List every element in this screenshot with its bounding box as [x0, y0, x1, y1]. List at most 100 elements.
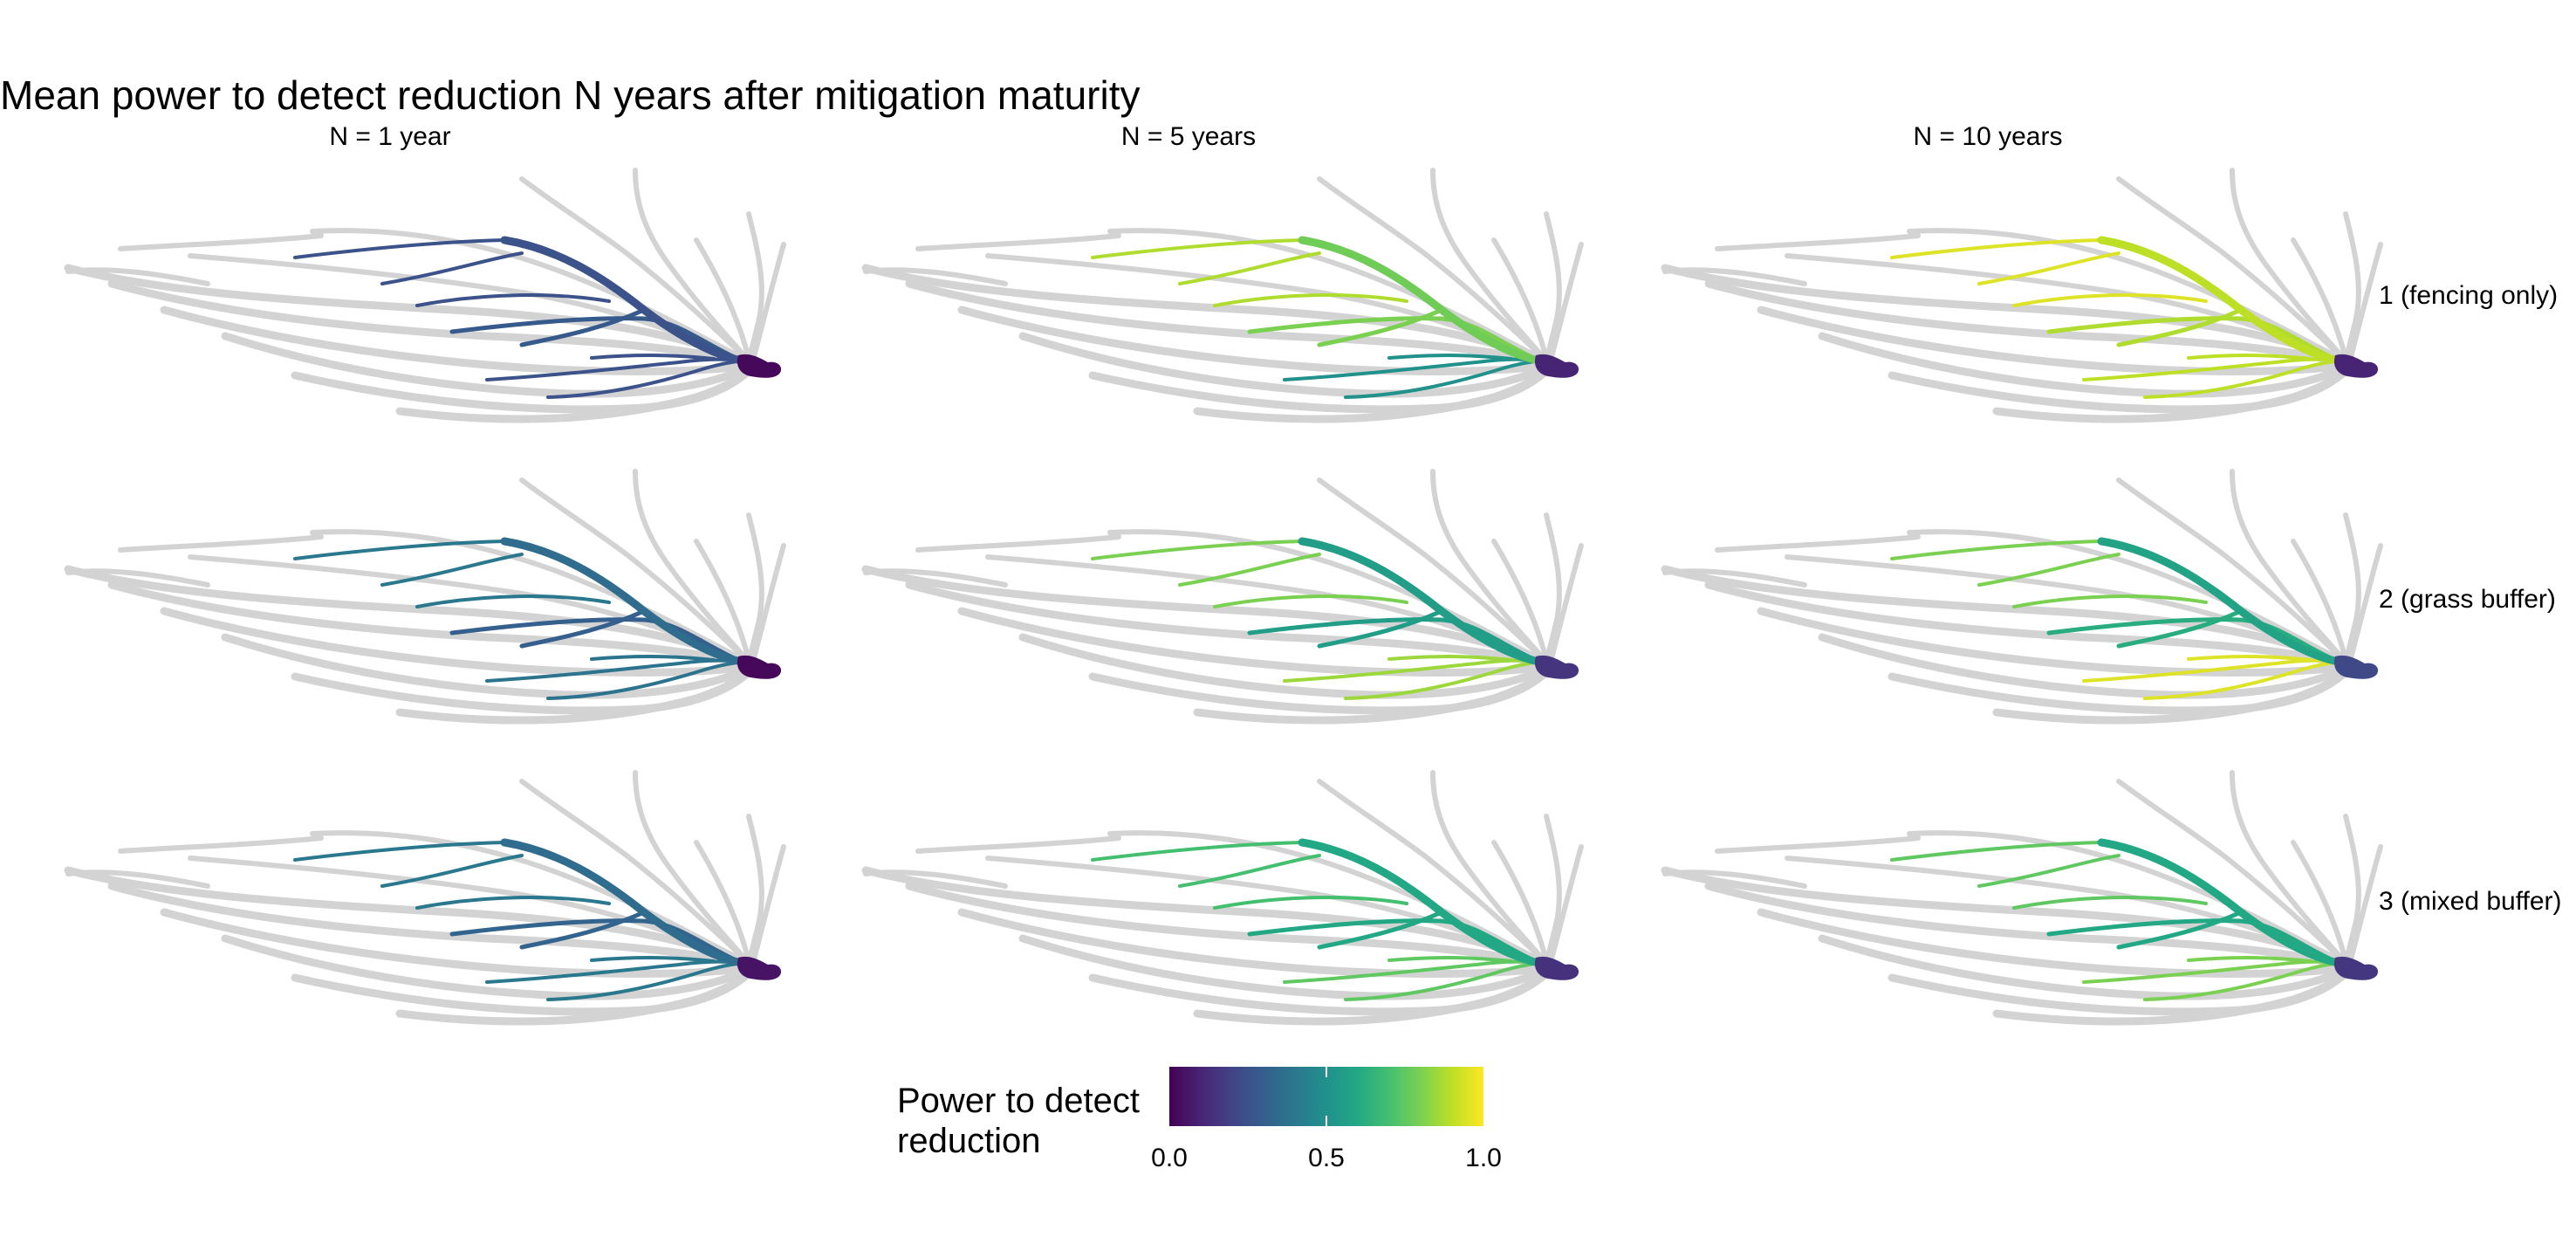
river-reach-lower — [2187, 354, 2312, 361]
river-reach-unmonitored — [863, 568, 1008, 588]
legend-title: Power to detect reduction — [897, 1081, 1168, 1161]
river-reach-mid — [2116, 910, 2244, 950]
river-reach-lower — [485, 357, 743, 381]
river-reach-lower — [1344, 359, 1541, 399]
river-reach-main — [500, 236, 746, 365]
river-reach-unmonitored — [2116, 478, 2348, 664]
legend-colorbar — [1169, 1067, 1483, 1126]
river-reach-upper — [415, 293, 611, 307]
river-reach-lower — [485, 658, 743, 683]
river-reach-lower — [2143, 359, 2340, 399]
river-reach-unmonitored — [1818, 332, 2350, 398]
river-reach-unmonitored — [2343, 512, 2361, 664]
river-reach-lower — [2082, 658, 2340, 683]
river-reach-unmonitored — [1907, 228, 2348, 363]
river-reach-unmonitored — [1907, 830, 2348, 966]
river-reach-unmonitored — [751, 543, 786, 661]
outlet-lake — [736, 354, 782, 378]
river-reach-unmonitored — [694, 539, 751, 663]
river-reach-mid — [1247, 316, 1542, 363]
river-reach-lower — [1283, 658, 1541, 683]
river-reach-unmonitored — [915, 835, 1121, 854]
river-reach-unmonitored — [2230, 168, 2348, 363]
river-reach-unmonitored — [221, 633, 753, 699]
facet-column-label-n1: N = 1 year — [329, 122, 451, 151]
river-reach-upper — [1977, 854, 2120, 888]
river-reach-unmonitored — [64, 565, 753, 668]
river-reach-unmonitored — [2116, 779, 2348, 966]
river-reach-unmonitored — [2348, 242, 2383, 360]
river-reach-upper — [1178, 251, 1321, 285]
river-reach-unmonitored — [863, 267, 1008, 286]
river-reach-upper — [1091, 841, 1304, 862]
outlet-lake — [736, 956, 782, 980]
river-reach-main — [500, 537, 746, 666]
river-reach-unmonitored — [2230, 770, 2348, 966]
river-reach-lower — [546, 660, 743, 700]
river-reach-lower — [1283, 959, 1541, 984]
river-reach-lower — [1387, 655, 1513, 662]
river-reach-mid — [2046, 316, 2341, 363]
river-reach-unmonitored — [1715, 835, 1921, 854]
river-reach-unmonitored — [1992, 365, 2352, 423]
river-reach-unmonitored — [1661, 264, 2350, 367]
river-reach-unmonitored — [1818, 934, 2350, 1000]
river-reach-upper — [2012, 896, 2208, 910]
river-reach-mid — [1247, 617, 1542, 664]
river-reach-upper — [1213, 594, 1408, 608]
river-reach-unmonitored — [905, 882, 1551, 971]
river-reach-main — [2097, 838, 2343, 967]
river-reach-unmonitored — [1430, 469, 1549, 664]
river-reach-upper — [415, 594, 611, 608]
river-reach-lower — [485, 959, 743, 984]
river-reach-main — [500, 838, 746, 967]
river-reach-unmonitored — [633, 469, 751, 664]
river-reach-unmonitored — [957, 306, 1551, 375]
river-reach-unmonitored — [1107, 529, 1549, 664]
river-reach-upper — [415, 896, 611, 910]
river-reach-upper — [1091, 539, 1304, 560]
river-reach-mid — [449, 617, 744, 664]
river-reach-lower — [2082, 959, 2340, 984]
river-reach-unmonitored — [1661, 866, 2350, 969]
river-reach-unmonitored — [65, 568, 210, 588]
river-reach-unmonitored — [107, 581, 753, 670]
river-reach-unmonitored — [1018, 633, 1551, 699]
river-reach-lower — [2187, 655, 2312, 662]
river-reach-main — [2097, 537, 2343, 666]
river-reach-upper — [1977, 251, 2120, 285]
river-reach-upper — [380, 251, 524, 285]
river-reach-unmonitored — [118, 835, 324, 854]
river-reach-mid — [1317, 910, 1444, 950]
river-reach-unmonitored — [310, 228, 751, 363]
river-reach-upper — [1890, 841, 2103, 862]
river-reach-unmonitored — [1662, 568, 1807, 588]
facet-panel-r2-c2 — [861, 469, 1584, 725]
river-reach-main — [1298, 537, 1544, 666]
river-reach-unmonitored — [118, 534, 324, 553]
river-reach-mid — [2046, 918, 2341, 966]
river-reach-unmonitored — [1704, 279, 2350, 368]
river-reach-lower — [2143, 961, 2340, 1001]
river-reach-upper — [380, 553, 524, 587]
river-reach-unmonitored — [746, 512, 764, 664]
river-reach-unmonitored — [1818, 633, 2350, 699]
river-reach-lower — [590, 956, 716, 963]
river-reach-unmonitored — [1107, 228, 1549, 363]
river-reach-upper — [293, 841, 506, 862]
river-reach-upper — [1178, 854, 1321, 888]
river-reach-unmonitored — [863, 869, 1008, 889]
legend-title-line-2: reduction — [897, 1122, 1041, 1160]
river-reach-unmonitored — [2291, 840, 2348, 964]
legend-title-line-1: Power to detect — [897, 1082, 1140, 1120]
facet-panel-r1-c3 — [1661, 168, 2383, 423]
outlet-lake — [1534, 655, 1579, 679]
river-reach-unmonitored — [519, 176, 751, 363]
river-reach-unmonitored — [1193, 365, 1552, 423]
river-reach-lower — [1344, 660, 1541, 700]
river-reach-unmonitored — [1317, 779, 1549, 966]
river-reach-lower — [546, 961, 743, 1001]
river-reach-lower — [1344, 961, 1541, 1001]
river-reach-mid — [1317, 307, 1444, 347]
river-reach-unmonitored — [64, 866, 753, 969]
